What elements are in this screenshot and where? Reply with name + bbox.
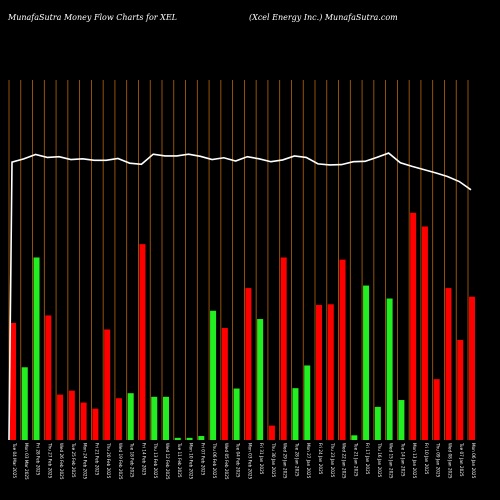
- x-tick-label: Wed 08 Jan 2025: [447, 443, 452, 479]
- bar: [374, 406, 381, 440]
- bar: [445, 288, 452, 440]
- x-tick-label: Thu 09 Jan 2025: [436, 442, 441, 478]
- x-tick-label: Thu 20 Feb 2025: [106, 442, 111, 479]
- x-tick-label: Fri 17 Jan 2025: [365, 443, 370, 475]
- bar: [104, 329, 111, 440]
- chart-title-left: MunafaSutra Money Flow Charts for XEL: [8, 13, 177, 22]
- x-tick-label: Tue 07 Jan 2025: [459, 442, 464, 477]
- bar: [174, 437, 181, 440]
- bar: [386, 298, 393, 440]
- x-tick-label: Mon 06 Jan 2025: [471, 443, 476, 479]
- x-tick-label: Fri 10 Jan 2025: [424, 443, 429, 475]
- x-tick-label: Thu 16 Jan 2025: [377, 442, 382, 478]
- bar: [316, 305, 322, 440]
- x-tick-label: Mon 27 Jan 2025: [306, 443, 311, 479]
- bar: [151, 396, 158, 440]
- x-tick-label: Fri 07 Feb 2025: [200, 443, 205, 476]
- x-tick-label: Tue 18 Feb 2025: [130, 442, 135, 478]
- x-tick-label: Tue 21 Jan 2025: [353, 442, 358, 477]
- bar: [163, 396, 169, 440]
- bar: [221, 328, 228, 440]
- bar: [292, 388, 299, 440]
- bar: [127, 393, 134, 440]
- bar: [339, 259, 346, 440]
- bar: [186, 437, 193, 440]
- bar: [233, 388, 240, 440]
- x-tick-label: Thu 27 Feb 2025: [47, 442, 52, 479]
- bar: [115, 398, 122, 440]
- x-tick-label: Fri 31 Jan 2025: [259, 443, 264, 475]
- x-tick-label: Tue 25 Feb 2025: [71, 442, 76, 478]
- bar: [210, 310, 217, 440]
- bar: [57, 394, 64, 440]
- bar: [198, 436, 205, 440]
- bar: [457, 339, 464, 440]
- x-tick-label: Tue 04 Mar 2025: [12, 442, 17, 478]
- bar: [280, 257, 287, 440]
- x-tick-label: Wed 19 Feb 2025: [118, 443, 123, 480]
- bar: [398, 400, 405, 440]
- bar: [433, 379, 440, 440]
- bar: [245, 288, 252, 440]
- x-tick-label: Thu 06 Feb 2025: [212, 442, 217, 479]
- x-tick-label: Tue 14 Jan 2025: [400, 442, 405, 477]
- bar: [92, 408, 99, 440]
- x-tick-label: Wed 12 Feb 2025: [165, 443, 170, 480]
- x-tick-label: Tue 11 Feb 2025: [177, 442, 182, 478]
- x-tick-label: Thu 13 Feb 2025: [153, 442, 158, 479]
- bar: [421, 226, 428, 440]
- x-tick-label: Wed 26 Feb 2025: [59, 443, 64, 480]
- x-tick-label: Tue 28 Jan 2025: [294, 442, 299, 477]
- bar: [351, 435, 358, 440]
- x-tick-label: Mon 24 Feb 2025: [83, 443, 88, 480]
- bar: [410, 212, 417, 440]
- x-tick-label: Mon 10 Feb 2025: [189, 443, 194, 480]
- bar: [304, 365, 311, 440]
- bar: [45, 315, 52, 440]
- x-tick-label: Mon 13 Jan 2025: [412, 443, 417, 479]
- bar: [139, 244, 146, 440]
- bar: [268, 425, 275, 440]
- bar: [363, 285, 370, 440]
- x-tick-label: Wed 22 Jan 2025: [342, 443, 347, 479]
- bar: [10, 323, 16, 440]
- bar: [257, 319, 264, 440]
- x-tick-label: Mon 03 Mar 2025: [24, 443, 29, 480]
- bar: [21, 367, 28, 440]
- x-tick-label: Wed 15 Jan 2025: [389, 443, 394, 479]
- bar: [80, 402, 87, 440]
- bar: [33, 257, 40, 440]
- chart-title-right: (Xcel Energy Inc.) MunafaSutra.com: [249, 13, 398, 22]
- x-tick-label: Wed 05 Feb 2025: [224, 443, 229, 480]
- x-tick-label: Thu 23 Jan 2025: [330, 442, 335, 478]
- x-tick-label: Fri 21 Feb 2025: [94, 443, 99, 476]
- x-tick-label: Thu 30 Jan 2025: [271, 442, 276, 478]
- bar: [469, 296, 475, 440]
- money-flow-line: [8, 152, 472, 441]
- bar: [327, 304, 334, 440]
- x-tick-label: Fri 14 Feb 2025: [141, 443, 146, 476]
- bar: [68, 390, 75, 440]
- x-tick-label: Tue 04 Feb 2025: [236, 442, 241, 478]
- x-tick-label: Fri 24 Jan 2025: [318, 443, 323, 475]
- x-tick-label: Fri 28 Feb 2025: [36, 443, 41, 476]
- x-tick-label: Mon 03 Feb 2025: [247, 443, 252, 480]
- x-tick-label: Wed 29 Jan 2025: [283, 443, 288, 479]
